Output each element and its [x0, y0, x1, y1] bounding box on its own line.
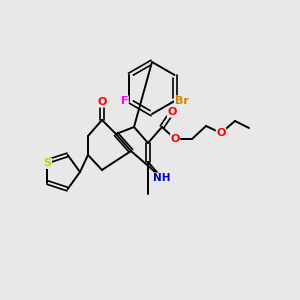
Text: S: S	[44, 158, 51, 168]
Text: F: F	[121, 96, 128, 106]
Text: NH: NH	[153, 173, 171, 183]
Text: Br: Br	[175, 96, 188, 106]
Text: O: O	[216, 128, 226, 138]
Text: O: O	[170, 134, 180, 144]
Text: O: O	[167, 107, 177, 117]
Text: O: O	[97, 97, 107, 107]
